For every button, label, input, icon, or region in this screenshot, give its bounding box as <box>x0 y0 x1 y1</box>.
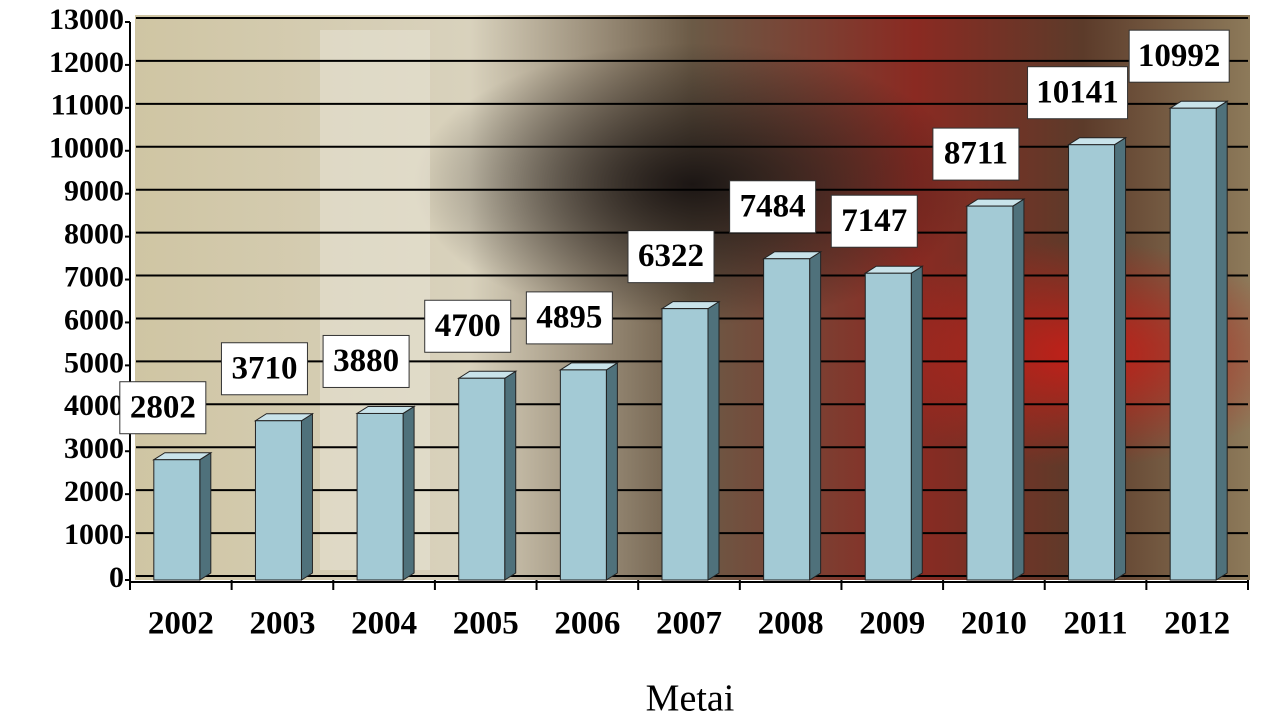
x-tick-label: 2010 <box>961 606 1027 642</box>
bar <box>864 272 912 581</box>
y-tick-label: 4000 <box>64 389 124 422</box>
bar-top <box>355 405 416 414</box>
value-label: 10992 <box>1138 38 1221 74</box>
value-label-box <box>932 127 1020 181</box>
bar-top <box>152 452 213 461</box>
value-label: 3710 <box>231 350 297 386</box>
value-label-box <box>424 299 512 353</box>
bar-side <box>809 250 822 581</box>
y-tick-label: 2000 <box>64 475 124 508</box>
bar-side <box>910 265 923 581</box>
value-label: 10141 <box>1036 74 1119 110</box>
bar-side <box>199 451 212 581</box>
value-label: 7484 <box>740 188 806 224</box>
bar-top <box>1066 137 1128 146</box>
x-tick-label: 2005 <box>453 606 519 642</box>
bar-side <box>1114 136 1127 581</box>
value-label-box <box>1128 29 1230 83</box>
bar-top <box>253 413 315 422</box>
value-label-box <box>830 194 918 248</box>
bar-side <box>1215 100 1228 581</box>
y-tick-label: 12000 <box>49 46 124 79</box>
bar <box>1068 144 1116 581</box>
y-tick-label: 5000 <box>64 346 124 379</box>
x-tick-label: 2006 <box>554 606 620 642</box>
bar-top <box>457 370 518 379</box>
value-label-box <box>627 230 715 284</box>
y-tick-label: 10000 <box>49 132 124 165</box>
bar-side <box>300 412 313 581</box>
bar-top <box>761 251 823 260</box>
bar-top <box>863 265 924 274</box>
bar <box>559 369 607 581</box>
x-tick-label: 2011 <box>1063 606 1127 642</box>
x-tick-label: 2012 <box>1164 606 1230 642</box>
bar-side <box>402 405 415 581</box>
bar <box>458 377 506 581</box>
bar <box>966 205 1014 581</box>
x-tick-label: 2009 <box>859 606 925 642</box>
value-label-box <box>119 381 207 435</box>
x-tick-label: 2004 <box>351 606 417 642</box>
y-tick-label: 3000 <box>64 432 124 465</box>
bar-top <box>1168 100 1229 109</box>
bar-top <box>965 198 1026 207</box>
y-tick-label: 7000 <box>64 260 124 293</box>
value-label-box <box>220 342 308 396</box>
y-tick-label: 11000 <box>51 89 124 122</box>
y-tick-label: 6000 <box>64 303 124 336</box>
value-label: 7147 <box>841 203 907 239</box>
value-label-box <box>729 180 817 234</box>
y-tick-label: 1000 <box>64 518 124 551</box>
x-tick-label: 2007 <box>656 606 722 642</box>
x-axis-title: Metai <box>646 678 735 720</box>
bar <box>1169 107 1217 581</box>
value-label-box <box>525 291 613 345</box>
value-label: 4895 <box>536 299 602 335</box>
value-label-box <box>322 334 410 388</box>
x-tick-label: 2002 <box>148 606 214 642</box>
bar-top <box>660 301 721 310</box>
bar-side <box>504 370 517 581</box>
bar <box>661 308 709 581</box>
bar-side <box>1012 198 1025 581</box>
x-tick-label: 2008 <box>758 606 824 642</box>
bar <box>254 420 302 581</box>
value-label: 6322 <box>638 238 704 274</box>
value-label: 4700 <box>435 308 501 344</box>
bar-top <box>558 362 620 371</box>
value-label: 8711 <box>944 136 1008 172</box>
value-label: 2802 <box>130 389 196 425</box>
y-tick-label: 13000 <box>49 3 124 36</box>
x-tick-label: 2003 <box>249 606 315 642</box>
bar <box>153 459 201 581</box>
bar <box>356 412 404 581</box>
bar-side <box>707 300 720 581</box>
value-label: 3880 <box>333 343 399 379</box>
y-tick-label: 8000 <box>64 218 124 251</box>
y-tick-label: 9000 <box>64 175 124 208</box>
y-tick-label: 0 <box>109 561 124 594</box>
bar-side <box>605 361 618 581</box>
bar <box>763 258 811 581</box>
value-label-box <box>1027 66 1129 120</box>
